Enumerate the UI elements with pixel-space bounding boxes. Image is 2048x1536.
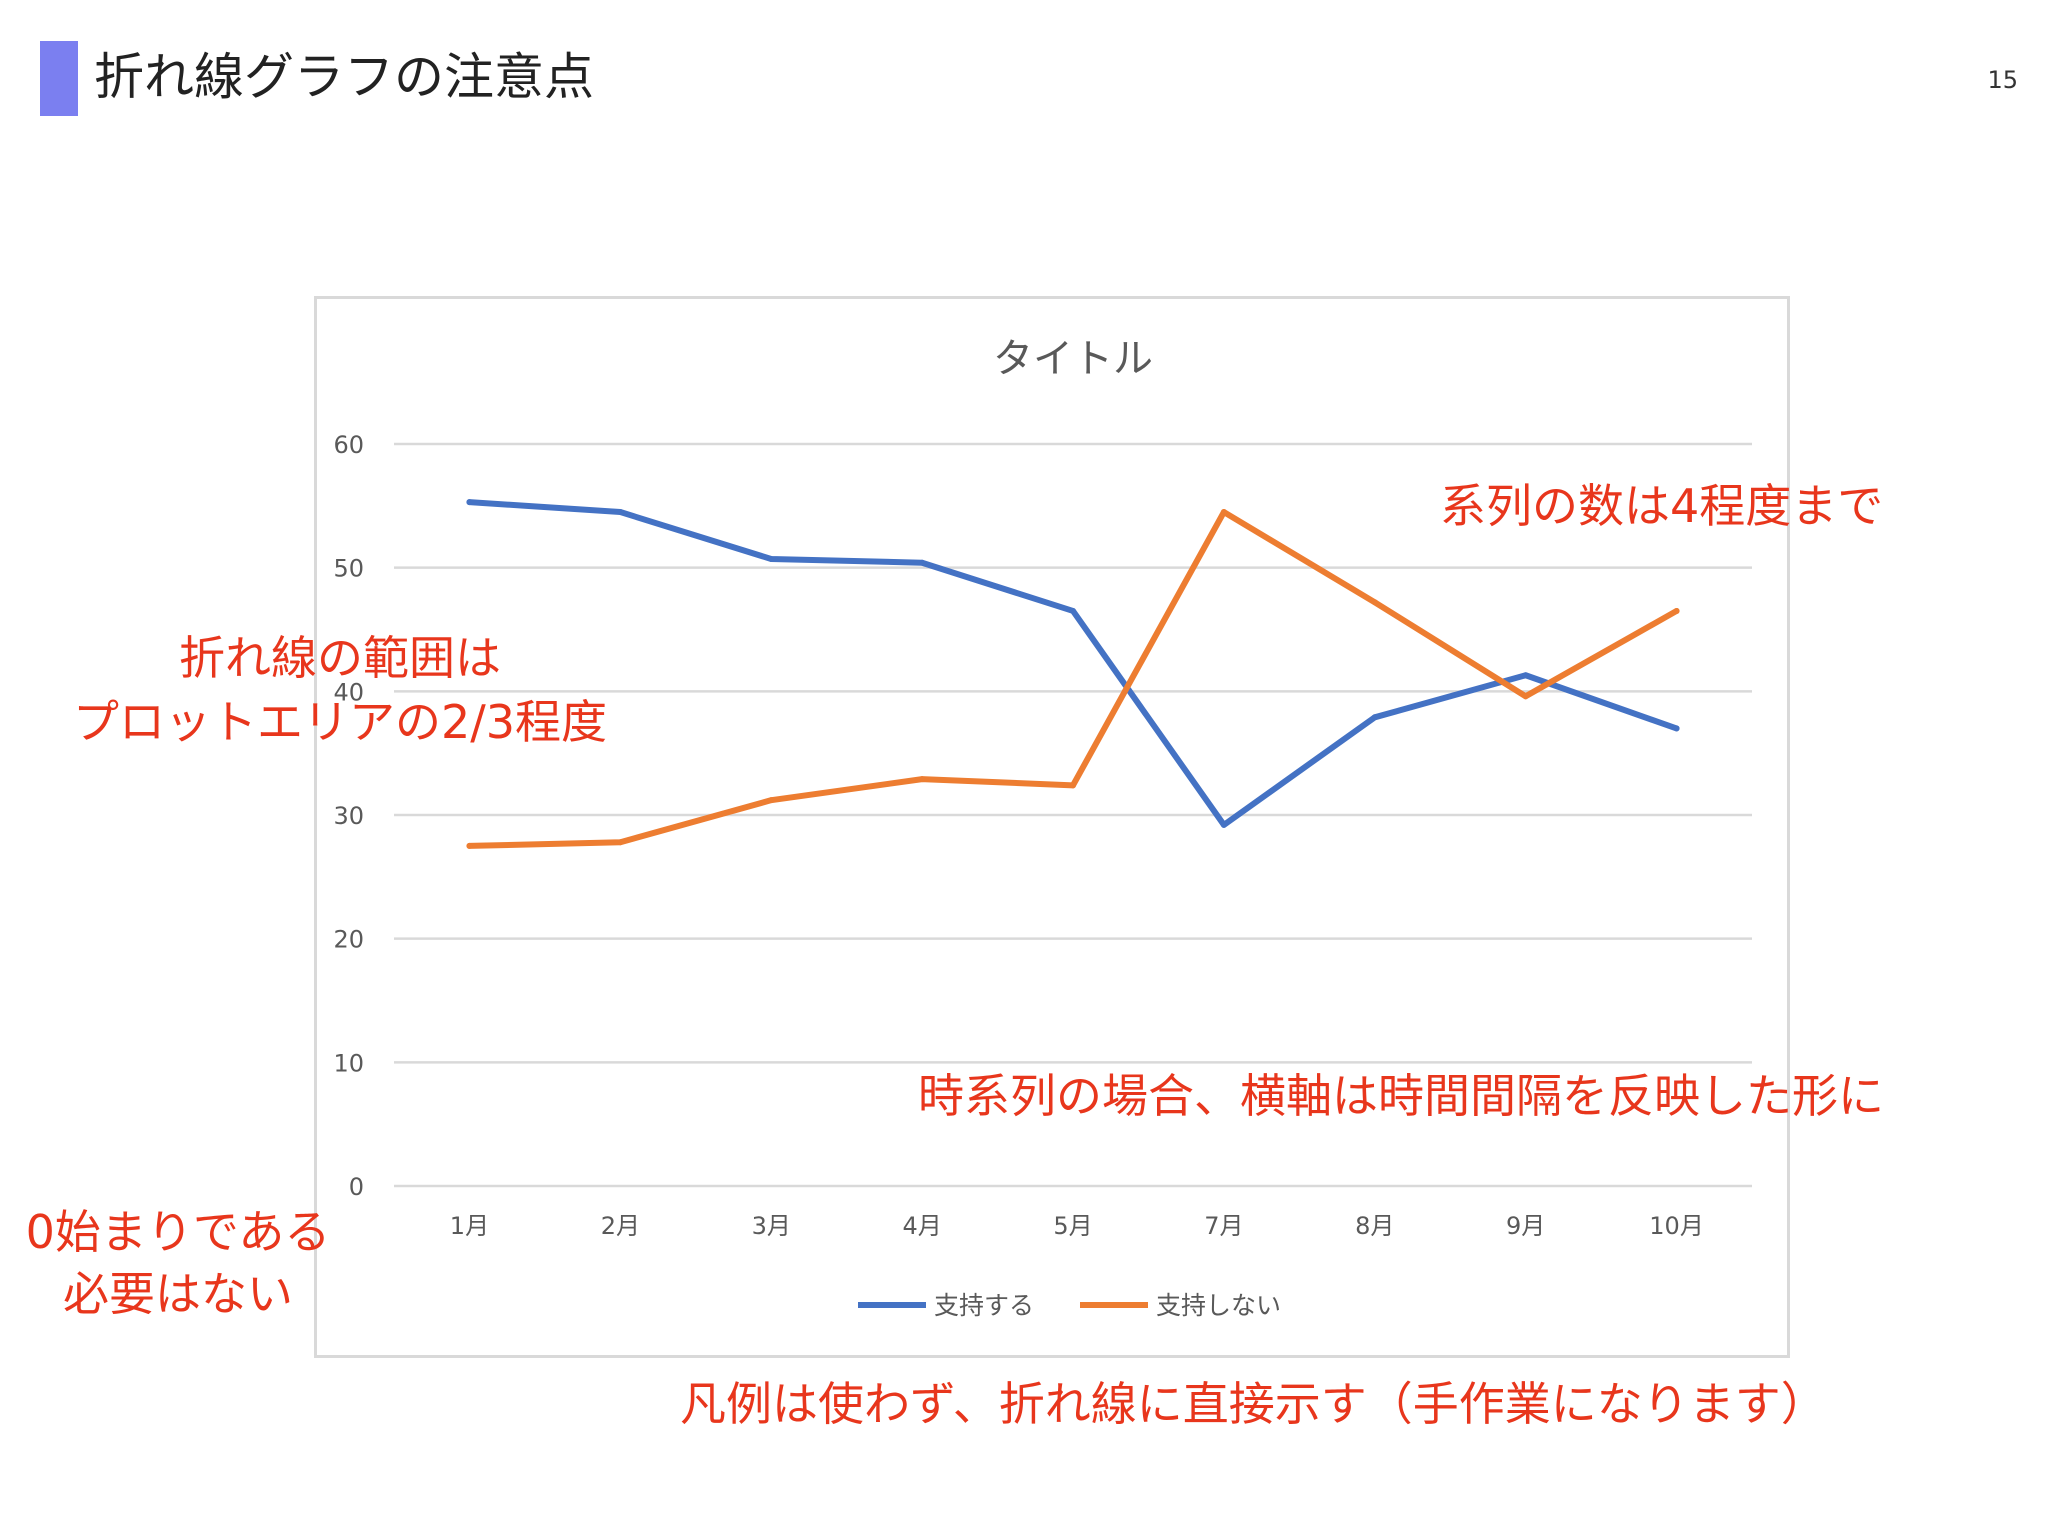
data-point bbox=[466, 499, 473, 506]
data-point bbox=[466, 842, 473, 849]
data-point bbox=[1522, 672, 1529, 679]
data-point bbox=[919, 559, 926, 566]
legend-label-2: 支持しない bbox=[1156, 1291, 1281, 1320]
y-tick-label: 40 bbox=[333, 678, 364, 706]
x-tick-label: 3月 bbox=[752, 1212, 791, 1240]
x-tick-label: 7月 bbox=[1204, 1212, 1243, 1240]
data-point bbox=[1220, 509, 1227, 516]
chart-frame bbox=[314, 296, 1790, 1358]
annotation-legend-note: 凡例は使わず、折れ線に直接示す（手作業になります） bbox=[680, 1377, 1827, 1431]
data-point bbox=[1522, 693, 1529, 700]
data-point bbox=[1673, 725, 1680, 732]
slide-title: 折れ線グラフの注意点 bbox=[94, 48, 594, 106]
chart-title: タイトル bbox=[993, 336, 1153, 382]
data-point bbox=[768, 797, 775, 804]
data-point bbox=[617, 839, 624, 846]
x-tick-label: 4月 bbox=[902, 1212, 941, 1240]
y-tick-label: 0 bbox=[349, 1173, 364, 1201]
annotation-range-line1: 折れ線の範囲は bbox=[179, 631, 501, 685]
data-point bbox=[1371, 714, 1378, 721]
y-tick-label: 20 bbox=[333, 926, 364, 954]
x-tick-label: 10月 bbox=[1649, 1212, 1704, 1240]
y-tick-label: 50 bbox=[333, 555, 364, 583]
annotation-series-count: 系列の数は4程度まで bbox=[1440, 479, 1884, 533]
series-line-2 bbox=[466, 509, 1680, 849]
annotation-range-line2: プロットエリアの2/3程度 bbox=[72, 695, 608, 749]
data-point bbox=[1220, 821, 1227, 828]
data-point bbox=[617, 509, 624, 516]
data-point bbox=[919, 776, 926, 783]
x-tick-label: 9月 bbox=[1506, 1212, 1545, 1240]
data-point bbox=[1070, 607, 1076, 614]
annotation-zero-line1: 0始まりである bbox=[25, 1205, 331, 1259]
page-number: 15 bbox=[1987, 66, 2018, 94]
series-line-1 bbox=[466, 499, 1680, 828]
x-tick-label: 2月 bbox=[601, 1212, 640, 1240]
title-accent-bar bbox=[40, 41, 78, 116]
y-tick-label: 60 bbox=[333, 431, 364, 459]
legend-label-1: 支持する bbox=[934, 1291, 1034, 1320]
x-tick-label: 5月 bbox=[1053, 1212, 1092, 1240]
data-point bbox=[1070, 782, 1076, 789]
annotation-zero-line2: 必要はない bbox=[63, 1267, 293, 1321]
data-point bbox=[768, 556, 775, 563]
x-tick-label: 1月 bbox=[450, 1212, 489, 1240]
x-tick-label: 8月 bbox=[1355, 1212, 1394, 1240]
y-tick-label: 30 bbox=[333, 802, 364, 830]
y-tick-label: 10 bbox=[333, 1049, 364, 1077]
data-point bbox=[1371, 599, 1378, 606]
annotation-timeseries: 時系列の場合、横軸は時間間隔を反映した形に bbox=[918, 1069, 1884, 1123]
data-point bbox=[1673, 607, 1680, 614]
